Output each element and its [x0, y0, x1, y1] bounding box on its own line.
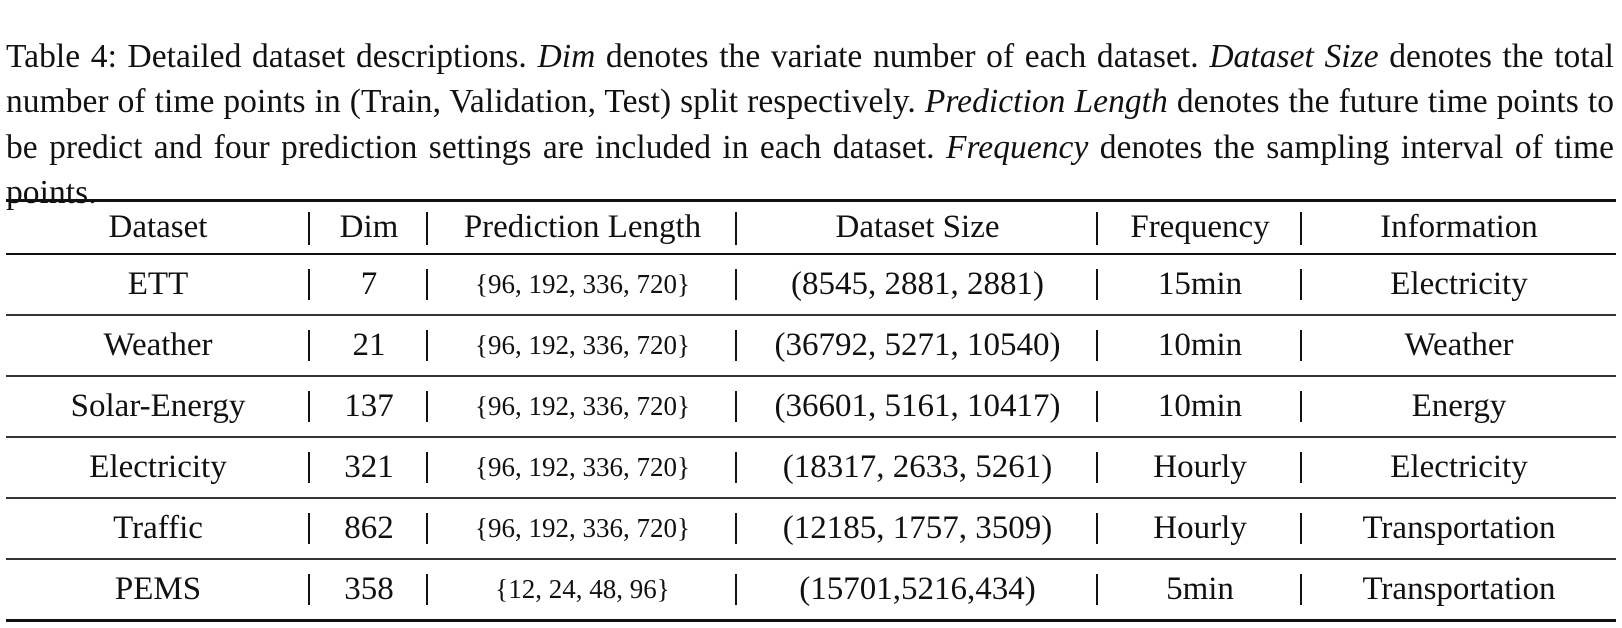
cell-dim: 862 — [310, 498, 428, 559]
header-row: Dataset Dim Prediction Length Dataset Si… — [6, 200, 1616, 255]
caption-term-frequency: Frequency — [945, 128, 1089, 166]
cell-dataset: Weather — [6, 315, 310, 376]
cell-information: Electricity — [1390, 449, 1528, 485]
cell-dim: 358 — [310, 559, 428, 621]
header-dataset-size: Dataset Size — [737, 201, 1098, 255]
header-dim: Dim — [310, 201, 428, 255]
caption-freq-text: denotes the sampling interval of time po… — [6, 128, 1615, 212]
table-row: Traffic 862 {96, 192, 336, 720} (12185, … — [6, 498, 1616, 559]
cell-prediction-length: {12, 24, 48, 96} — [428, 559, 737, 621]
caption-term-prediction-length: Prediction Length — [924, 83, 1168, 120]
cell-dim: 21 — [310, 315, 428, 376]
cell-dataset-size: (36601, 5161, 10417) — [737, 376, 1098, 437]
table-header: Dataset Dim Prediction Length Dataset Si… — [6, 200, 1616, 255]
header-dataset: Dataset — [6, 201, 310, 255]
cell-frequency: 10min — [1098, 315, 1302, 376]
caption-label: Table 4: Detailed dataset descriptions. — [6, 37, 538, 75]
caption-pred-text: denotes the future time points to be pre… — [6, 83, 1614, 166]
header-information: Information — [1380, 209, 1538, 245]
table-row: Solar-Energy 137 {96, 192, 336, 720} (36… — [6, 376, 1616, 437]
cell-dim: 321 — [310, 437, 428, 498]
table-caption: Table 4: Detailed dataset descriptions. … — [6, 34, 1614, 216]
dataset-table: Dataset Dim Prediction Length Dataset Si… — [6, 199, 1616, 622]
table-row: ETT 7 {96, 192, 336, 720} (8545, 2881, 2… — [6, 254, 1616, 315]
cell-dataset: Solar-Energy — [6, 376, 310, 437]
cell-information: Transportation — [1362, 510, 1556, 546]
cell-prediction-length: {96, 192, 336, 720} — [428, 498, 737, 559]
cell-prediction-length: {96, 192, 336, 720} — [428, 376, 737, 437]
cell-information: Weather — [1404, 327, 1514, 363]
cell-dataset-size: (15701,5216,434) — [737, 559, 1098, 621]
caption-term-dim: Dim — [537, 37, 596, 75]
cell-dataset-size: (36792, 5271, 10540) — [737, 315, 1098, 376]
caption-size-text: denotes the total number of time points … — [6, 37, 1614, 121]
cell-prediction-length: {96, 192, 336, 720} — [428, 315, 737, 376]
table-body: ETT 7 {96, 192, 336, 720} (8545, 2881, 2… — [6, 254, 1616, 621]
cell-dataset: Electricity — [6, 437, 310, 498]
cell-dim: 137 — [310, 376, 428, 437]
cell-prediction-length: {96, 192, 336, 720} — [428, 437, 737, 498]
caption-term-dataset-size: Dataset Size — [1209, 37, 1379, 75]
cell-frequency: 10min — [1098, 376, 1302, 437]
cell-prediction-length: {96, 192, 336, 720} — [428, 254, 737, 315]
cell-frequency: 15min — [1098, 254, 1302, 315]
caption-dim-text: denotes the variate number of each datas… — [595, 37, 1210, 75]
cell-dataset: PEMS — [6, 559, 310, 621]
header-frequency: Frequency — [1098, 201, 1302, 255]
cell-frequency: Hourly — [1098, 498, 1302, 559]
cell-dataset-size: (18317, 2633, 5261) — [737, 437, 1098, 498]
cell-information: Electricity — [1390, 266, 1528, 302]
cell-dataset-size: (12185, 1757, 3509) — [737, 498, 1098, 559]
cell-information: Transportation — [1362, 571, 1556, 607]
cell-dataset: ETT — [6, 254, 310, 315]
cell-dim: 7 — [310, 254, 428, 315]
cell-information: Energy — [1411, 388, 1507, 424]
table-row: PEMS 358 {12, 24, 48, 96} (15701,5216,43… — [6, 559, 1616, 621]
cell-dataset: Traffic — [6, 498, 310, 559]
cell-dataset-size: (8545, 2881, 2881) — [737, 254, 1098, 315]
cell-frequency: 5min — [1098, 559, 1302, 621]
table-row: Electricity 321 {96, 192, 336, 720} (183… — [6, 437, 1616, 498]
cell-frequency: Hourly — [1098, 437, 1302, 498]
table-row: Weather 21 {96, 192, 336, 720} (36792, 5… — [6, 315, 1616, 376]
header-prediction-length: Prediction Length — [428, 201, 737, 255]
